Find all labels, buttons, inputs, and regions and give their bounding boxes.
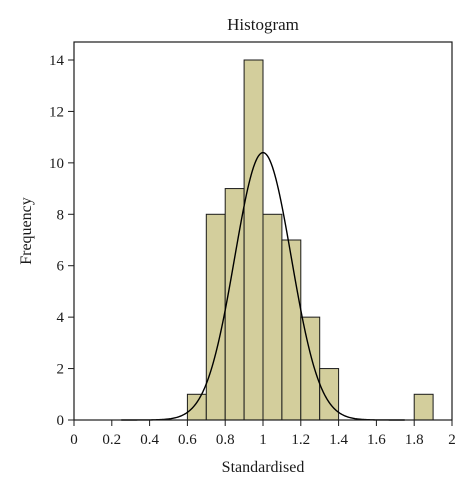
x-tick-label: 2	[448, 432, 456, 448]
x-tick-label: 1.6	[367, 432, 386, 448]
x-tick-label: 0.4	[140, 432, 159, 448]
y-tick-label: 6	[57, 259, 65, 275]
x-tick-label: 0.2	[102, 432, 121, 448]
normal-distribution-curve	[121, 151, 405, 421]
x-tick-label: 0.6	[178, 432, 197, 448]
histogram-bar-6	[281, 239, 302, 421]
y-axis-ticks: 0 2 4 6 8 10 12 14	[49, 53, 74, 429]
x-tick-label: 1	[259, 432, 267, 448]
x-tick-label: 0.8	[216, 432, 235, 448]
x-axis-label: Standardised	[222, 459, 305, 476]
y-tick-label: 4	[57, 310, 65, 326]
y-tick-label: 12	[49, 104, 64, 120]
x-tick-label: 1.4	[329, 432, 348, 448]
histogram-bars	[186, 59, 434, 421]
histogram-bar-9	[413, 393, 434, 421]
histogram-bar-1	[186, 393, 207, 421]
histogram-bar-2	[205, 213, 226, 421]
histogram-bar-5	[262, 213, 283, 421]
y-tick-label: 0	[57, 413, 65, 429]
histogram-bar-7	[300, 316, 321, 421]
y-tick-label: 8	[57, 207, 65, 223]
histogram-bar-4	[243, 59, 264, 421]
x-axis-ticks: 0 0.2 0.4 0.6 0.8 1 1.2 1.4 1.6 1.8 2	[70, 420, 456, 448]
x-tick-label: 1.8	[405, 432, 424, 448]
x-tick-label: 1.2	[291, 432, 310, 448]
y-axis-label: Frequency	[18, 197, 35, 265]
chart-title: Histogram	[227, 15, 299, 34]
y-tick-label: 2	[57, 362, 65, 378]
x-tick-label: 0	[70, 432, 78, 448]
y-tick-label: 10	[49, 156, 64, 172]
histogram-bar-8	[319, 368, 340, 421]
y-tick-label: 14	[49, 53, 65, 69]
